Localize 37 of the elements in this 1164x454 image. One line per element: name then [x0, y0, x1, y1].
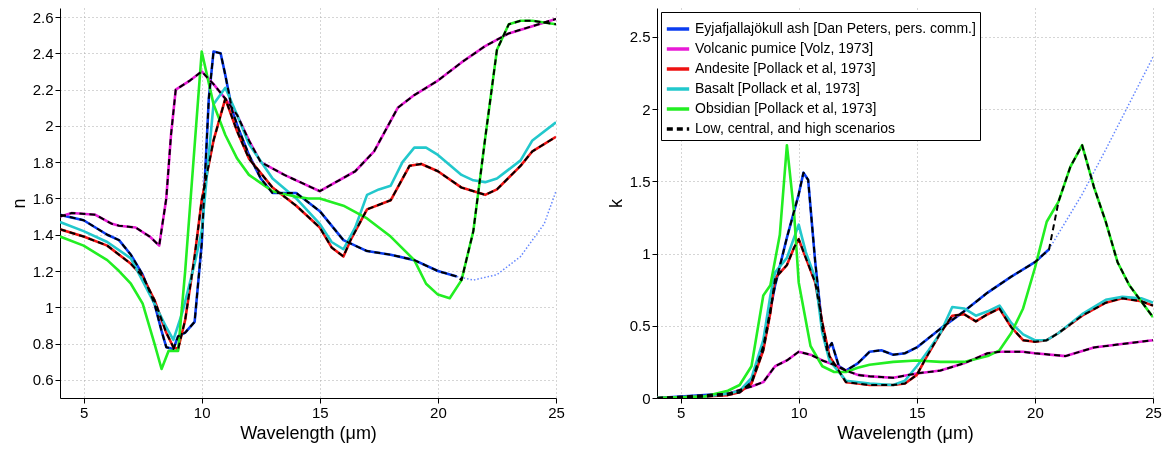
y-tick-label: 2.6	[32, 8, 54, 26]
y-tick-label: 2.4	[32, 44, 54, 62]
x-tick-label: 20	[430, 403, 447, 421]
legend-label: Obsidian [Pollack et al, 1973]	[695, 100, 877, 116]
x-tick-label: 15	[311, 403, 329, 421]
y-tick-label: 2.2	[32, 81, 54, 99]
legend-label: Andesite [Pollack et al, 1973]	[695, 60, 876, 76]
y-tick-label: 1.8	[32, 153, 54, 171]
y-tick-label: 0.6	[32, 371, 54, 389]
y-tick-label: 1	[642, 245, 651, 263]
y-tick-label: 1.6	[32, 189, 54, 207]
x-tick-label: 10	[790, 403, 808, 421]
y-tick-label: 1.4	[32, 226, 54, 244]
legend-label: Low, central, and high scenarios	[695, 120, 896, 136]
y-axis-title: k	[605, 198, 626, 208]
legend-label: Eyjafjallajökull ash [Dan Peters, pers. comm.]	[695, 20, 976, 36]
x-tick-label: 10	[193, 403, 211, 421]
y-tick-label: 1.2	[32, 262, 54, 280]
x-tick-label: 25	[1145, 403, 1162, 421]
x-tick-label: 5	[79, 403, 89, 421]
x-axis-title: Wavelength (μm)	[240, 422, 377, 443]
y-tick-label: 0.8	[32, 335, 54, 353]
x-tick-label: 25	[548, 403, 565, 421]
y-tick-label: 0	[642, 389, 651, 407]
y-tick-label: 1	[45, 298, 54, 316]
legend-label: Basalt [Pollack et al, 1973]	[695, 80, 860, 96]
y-tick-label: 2	[642, 100, 651, 118]
x-tick-label: 20	[1027, 403, 1044, 421]
y-axis-title: n	[8, 198, 29, 209]
y-tick-label: 2	[45, 117, 54, 135]
x-axis-title: Wavelength (μm)	[837, 422, 974, 443]
y-tick-label: 0.5	[629, 317, 651, 335]
y-tick-label: 2.5	[629, 28, 651, 46]
y-tick-label: 1.5	[629, 172, 651, 190]
legend-label: Volcanic pumice [Volz, 1973]	[695, 40, 874, 56]
x-tick-label: 15	[908, 403, 926, 421]
x-tick-label: 5	[676, 403, 686, 421]
